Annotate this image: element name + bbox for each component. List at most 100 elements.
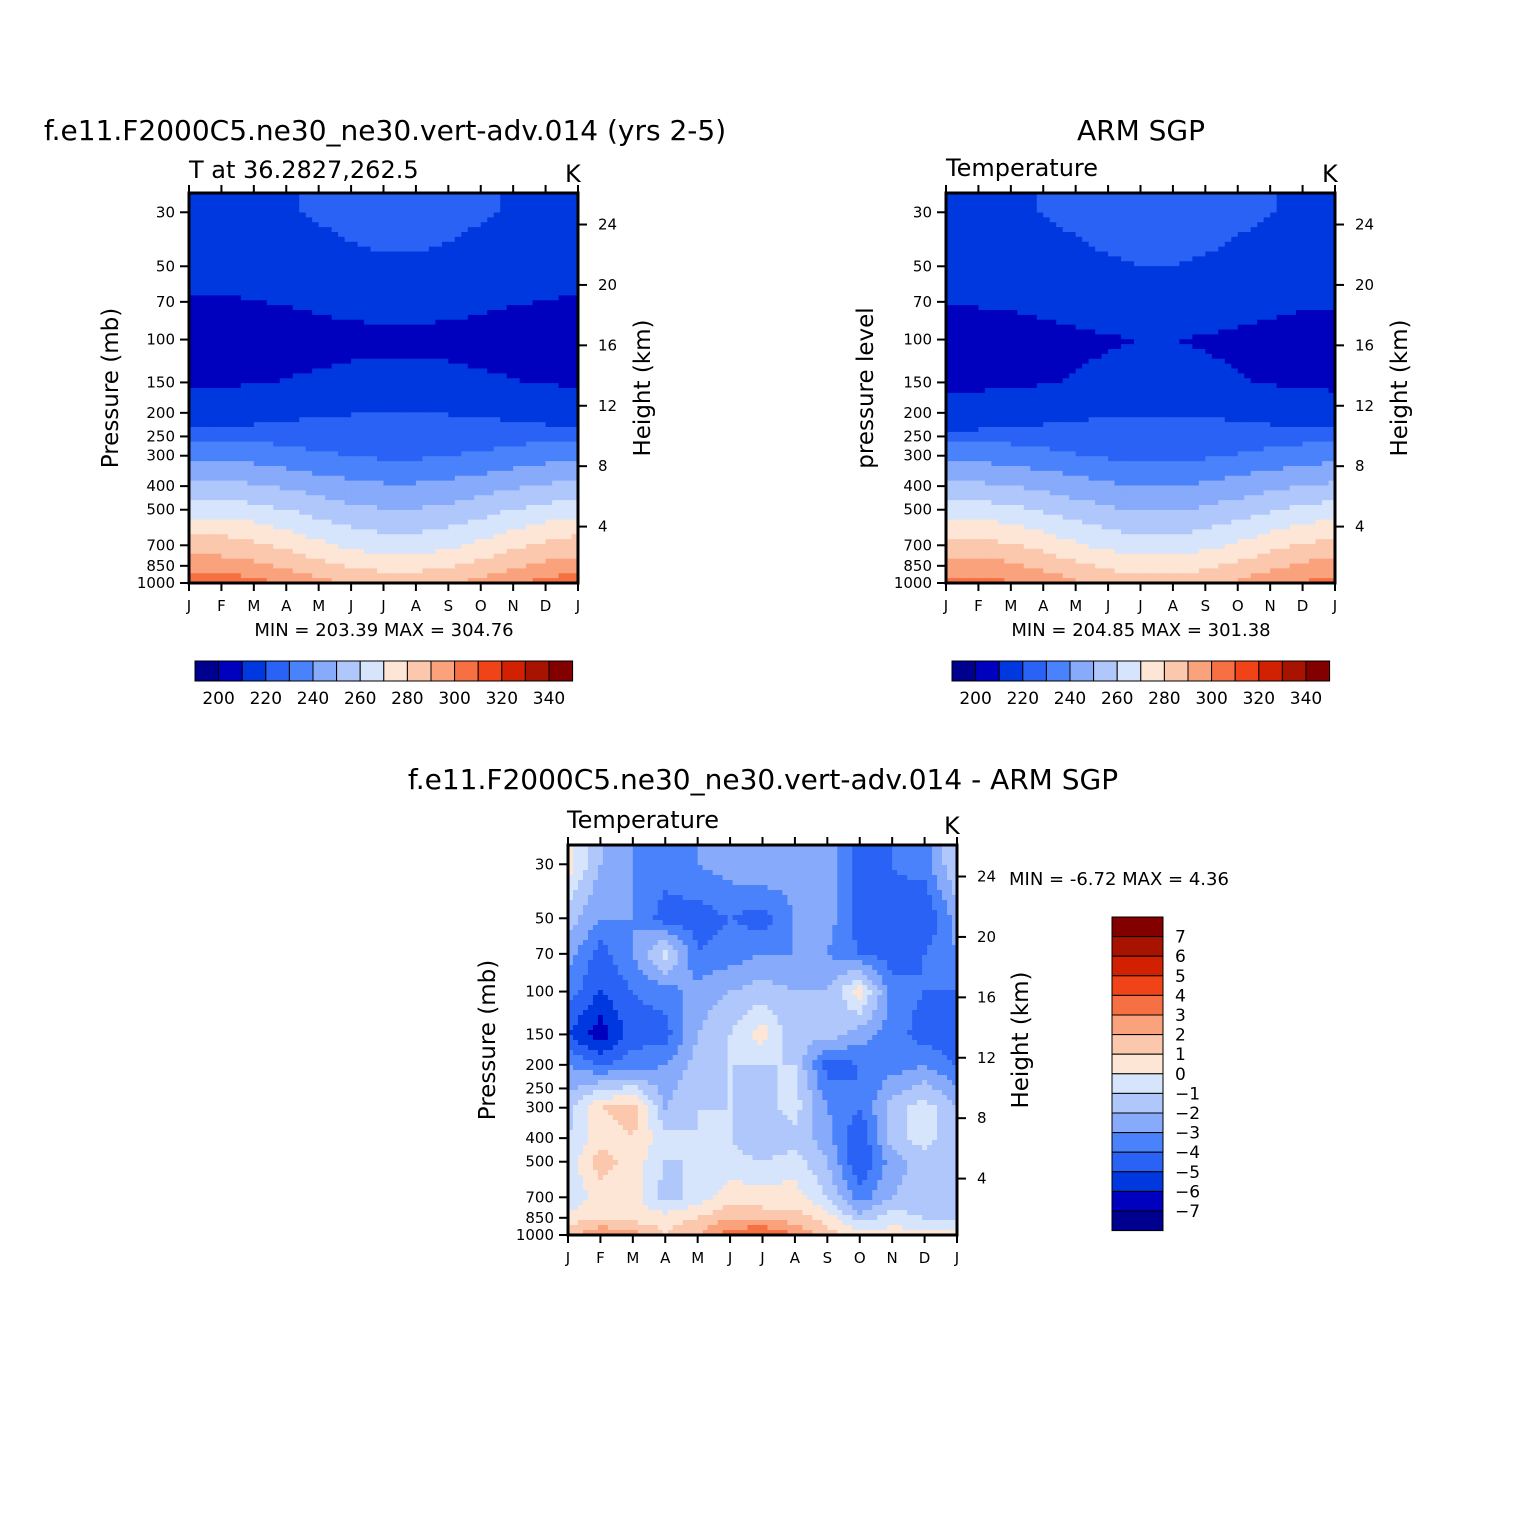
field-cell <box>247 407 255 413</box>
field-cell <box>422 383 430 389</box>
field-cell <box>526 539 534 545</box>
field-cell <box>461 280 469 287</box>
field-cell <box>565 275 573 282</box>
field-cell <box>402 319 411 326</box>
field-cell <box>396 261 404 267</box>
field-cell <box>299 295 307 301</box>
field-cell <box>325 475 333 482</box>
field-cell <box>428 461 436 467</box>
field-cell <box>189 431 197 438</box>
field-cell <box>428 329 436 335</box>
field-cell <box>435 514 443 521</box>
field-cell <box>351 573 359 579</box>
field-cell <box>266 305 274 311</box>
field-cell <box>519 524 527 530</box>
field-cell <box>357 363 365 370</box>
field-cell <box>370 412 378 418</box>
field-cell <box>201 319 210 326</box>
field-cell <box>331 217 339 223</box>
field-cell <box>565 368 573 374</box>
field-cell <box>377 412 385 418</box>
field-cell <box>370 358 378 365</box>
field-cell <box>195 539 203 545</box>
panel1-y-label-right: Height (km) <box>630 319 656 456</box>
field-cell <box>266 222 274 228</box>
field-cell <box>292 305 300 311</box>
field-cell <box>552 300 560 306</box>
field-cell <box>214 441 223 448</box>
field-cell <box>338 358 346 365</box>
field-cell <box>422 573 430 579</box>
field-cell <box>422 271 430 277</box>
field-cell <box>227 514 235 521</box>
field-cell <box>552 236 560 243</box>
field-cell <box>260 373 268 379</box>
colorbar-swatch <box>288 660 314 682</box>
field-cell <box>364 558 372 565</box>
field-cell <box>448 305 456 311</box>
field-cell <box>461 266 469 272</box>
field-cell <box>266 373 274 379</box>
field-cell <box>189 544 197 550</box>
field-cell <box>227 495 235 501</box>
field-cell <box>552 441 560 448</box>
field-cell <box>435 271 443 277</box>
y-tick-label-right: 24 <box>598 216 617 234</box>
field-cell <box>422 202 430 209</box>
field-cell <box>565 217 573 223</box>
field-cell <box>571 271 579 277</box>
field-cell <box>305 261 313 267</box>
field-cell <box>377 485 385 491</box>
field-cell <box>513 383 521 389</box>
field-cell <box>565 305 573 311</box>
field-cell <box>214 456 223 462</box>
field-cell <box>234 417 242 423</box>
field-cell <box>480 388 488 394</box>
field-cell <box>415 256 423 262</box>
field-cell <box>214 383 223 389</box>
field-cell <box>221 422 229 428</box>
field-cell <box>253 544 261 550</box>
field-cell <box>357 344 365 350</box>
field-cell <box>558 563 566 569</box>
field-cell <box>539 197 547 204</box>
field-cell <box>377 383 385 389</box>
x-tick-label: J <box>348 597 353 615</box>
field-cell <box>441 324 449 331</box>
field-cell <box>260 422 268 428</box>
field-cell <box>364 241 372 248</box>
field-cell <box>474 383 482 389</box>
field-cell <box>364 441 372 448</box>
field-cell <box>383 388 391 394</box>
field-cell <box>312 514 320 521</box>
field-cell <box>331 519 339 526</box>
field-cell <box>325 578 333 584</box>
field-cell <box>565 402 573 409</box>
field-cell <box>513 407 521 413</box>
field-cell <box>260 558 268 565</box>
field-cell <box>474 300 482 306</box>
field-cell <box>441 329 449 335</box>
field-cell <box>260 232 268 238</box>
y-tick-label: 250 <box>146 427 175 445</box>
field-cell <box>351 514 359 521</box>
y-tick-label: 70 <box>156 293 175 311</box>
field-cell <box>292 368 300 374</box>
field-cell <box>396 548 404 555</box>
field-cell <box>357 290 365 296</box>
field-cell <box>552 217 560 223</box>
field-cell <box>325 222 333 228</box>
field-cell <box>377 441 385 448</box>
field-cell <box>435 544 443 550</box>
field-cell <box>565 314 573 321</box>
field-cell <box>357 222 365 228</box>
field-cell <box>565 470 573 477</box>
field-cell <box>474 222 482 228</box>
field-cell <box>357 368 365 374</box>
field-cell <box>454 514 462 521</box>
field-cell <box>552 227 560 233</box>
field-cell <box>208 475 216 482</box>
field-cell <box>448 578 456 584</box>
field-cell <box>201 558 210 565</box>
field-cell <box>234 544 242 550</box>
